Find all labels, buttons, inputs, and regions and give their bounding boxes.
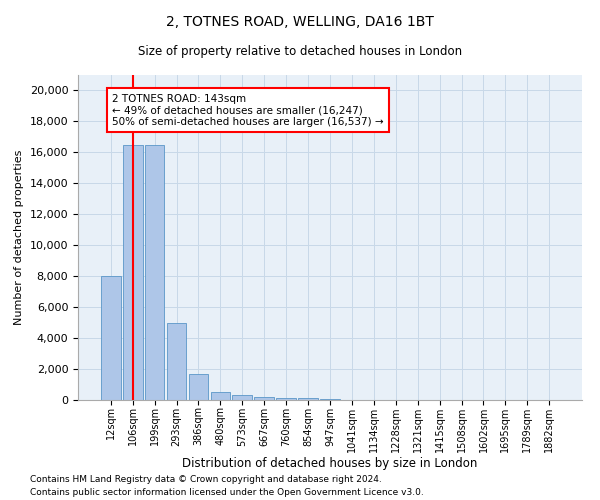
Text: Size of property relative to detached houses in London: Size of property relative to detached ho… (138, 45, 462, 58)
Bar (211, 392, 230, 400)
Bar (123, 144, 143, 400)
Bar (167, 322, 187, 400)
Bar (101, 276, 121, 400)
Bar (298, 398, 318, 400)
Bar (254, 397, 274, 400)
Text: 2 TOTNES ROAD: 143sqm
← 49% of detached houses are smaller (16,247)
50% of semi-: 2 TOTNES ROAD: 143sqm ← 49% of detached … (112, 94, 383, 127)
X-axis label: Distribution of detached houses by size in London: Distribution of detached houses by size … (182, 458, 478, 470)
Bar (320, 399, 340, 400)
Text: Contains HM Land Registry data © Crown copyright and database right 2024.: Contains HM Land Registry data © Crown c… (30, 476, 382, 484)
Text: 2, TOTNES ROAD, WELLING, DA16 1BT: 2, TOTNES ROAD, WELLING, DA16 1BT (166, 15, 434, 29)
Bar (232, 394, 252, 400)
Bar (276, 398, 296, 400)
Y-axis label: Number of detached properties: Number of detached properties (14, 150, 24, 325)
Text: Contains public sector information licensed under the Open Government Licence v3: Contains public sector information licen… (30, 488, 424, 497)
Bar (188, 374, 208, 400)
Bar (145, 144, 164, 400)
